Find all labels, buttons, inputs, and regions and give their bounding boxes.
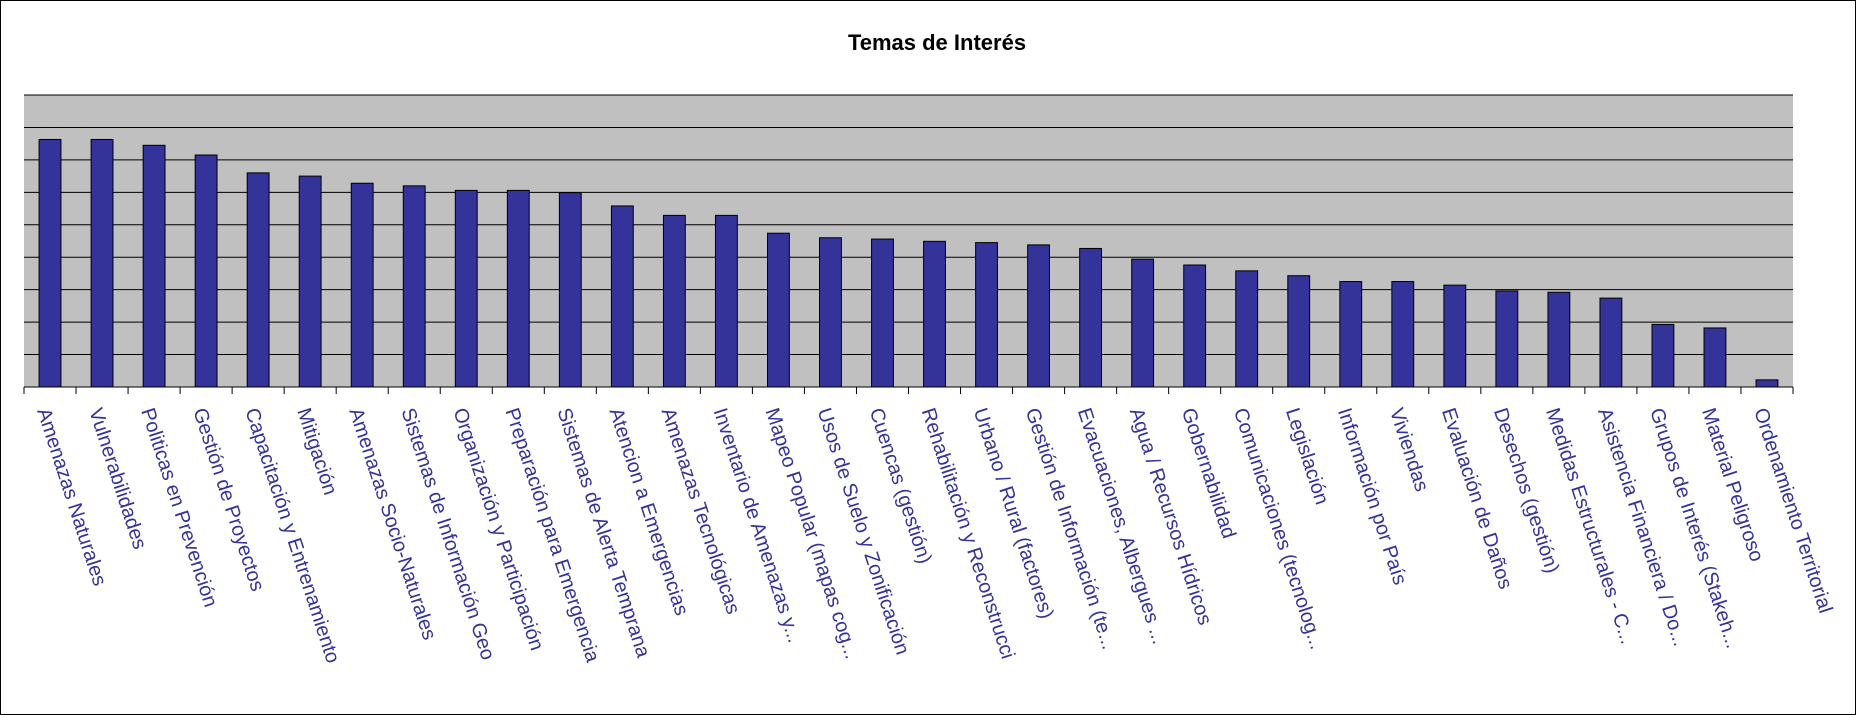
bar (871, 238, 894, 388)
bar (1755, 379, 1779, 388)
bar (194, 154, 218, 388)
bar (558, 192, 582, 388)
bar (610, 205, 634, 388)
bar (506, 189, 530, 388)
bar (402, 185, 426, 388)
bar (1183, 264, 1207, 388)
bar (767, 232, 790, 388)
bar (1079, 247, 1103, 388)
bar (1287, 275, 1311, 388)
bar (454, 189, 478, 388)
bar (246, 172, 270, 388)
bar (350, 182, 374, 388)
bar (819, 237, 842, 388)
bar (1547, 291, 1571, 388)
bar (1443, 284, 1467, 388)
bar (662, 214, 686, 388)
bar (90, 138, 114, 388)
bar (38, 138, 62, 388)
bar (1391, 281, 1415, 388)
bar (1339, 281, 1363, 388)
bar (1703, 327, 1727, 388)
chart-title: Temas de Interés (848, 30, 1026, 55)
bar (1131, 258, 1155, 388)
bar (1599, 297, 1623, 388)
bar (1235, 270, 1259, 388)
bar (923, 240, 946, 388)
bar (714, 214, 738, 388)
plot-area (24, 95, 1793, 387)
bar (1495, 290, 1519, 388)
bar (142, 144, 166, 388)
bar (298, 175, 322, 388)
bar (1651, 323, 1675, 388)
bar (1027, 244, 1050, 388)
bar (975, 242, 998, 388)
